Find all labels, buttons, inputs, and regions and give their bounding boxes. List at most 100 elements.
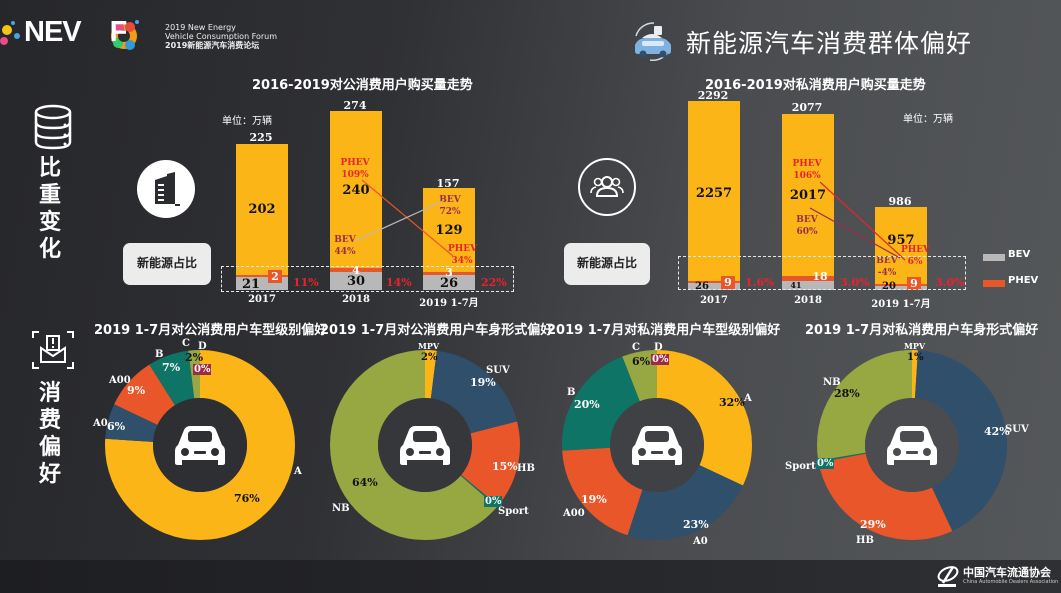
- bev-segment: [423, 275, 475, 290]
- donut-label: Sport: [785, 461, 816, 472]
- ice-value: 2017: [789, 188, 827, 203]
- car-icon: [887, 426, 937, 465]
- phev-value: 3: [445, 266, 453, 279]
- chart-title-private-class: 2019 1-7月对私消费用户车型级别偏好: [547, 323, 781, 338]
- donut-corporate-body: [330, 350, 520, 540]
- donut-pct: 2%: [421, 352, 438, 363]
- bev-segment: [782, 281, 834, 290]
- donut-label: MPV: [904, 341, 926, 351]
- logo-dots-icon: [0, 20, 139, 50]
- legend-swatch-bev: [983, 254, 1005, 261]
- bev-growth-annotation: BEV 44%: [334, 235, 356, 257]
- trend-lines: [809, 181, 906, 261]
- nev-share-button-private[interactable]: 新能源占比: [564, 243, 650, 285]
- bev-value: 21: [241, 277, 261, 292]
- x-label: 2018: [794, 295, 822, 306]
- donut-label: A00: [563, 508, 585, 519]
- donut-label: A0: [693, 536, 708, 547]
- phev-growth-annotation: PHEV 106%: [792, 159, 822, 181]
- legend-label-bev: BEV: [1008, 249, 1031, 260]
- phev-segment: [782, 276, 834, 281]
- bev-value: 20: [882, 281, 896, 292]
- donut-pct: 19%: [470, 376, 496, 389]
- chart-title-corporate-class: 2019 1-7月对公消费用户车型级别偏好: [94, 323, 328, 338]
- chart-title-private-trend: 2016-2019对私消费用户购买量走势: [705, 78, 926, 93]
- bev-growth-annotation: BEV 60%: [796, 215, 818, 237]
- ice-value: 2257: [695, 186, 733, 201]
- nev-share-button-corporate[interactable]: 新能源占比: [123, 243, 211, 285]
- bev-value: 26: [695, 281, 709, 292]
- building-icon: [137, 160, 195, 218]
- nev-share-pct: 11%: [293, 276, 319, 289]
- bev-segment: [688, 283, 740, 290]
- x-label: 2019 1-7月: [871, 299, 931, 310]
- nevcf-logo: NEV F 2019 New Energy Vehicle Consumption…: [0, 14, 290, 54]
- bev-growth-annotation: BEV 72%: [439, 195, 461, 217]
- donut-label: Sport: [498, 506, 529, 517]
- donut-pct: 76%: [234, 492, 260, 505]
- legend-label-phev: PHEV: [1008, 275, 1039, 286]
- donut-pct: 32%: [719, 396, 745, 409]
- phev-growth-annotation: PHEV 109%: [340, 158, 370, 180]
- phev-value: 2: [268, 270, 282, 283]
- cada-emblem-icon: [937, 566, 959, 587]
- donut-label: NB: [823, 377, 841, 388]
- bar-total-label: 225: [249, 131, 273, 144]
- donut-label: MPV: [418, 341, 440, 351]
- donut-pct: 28%: [834, 387, 860, 400]
- ice-value: 129: [435, 223, 463, 238]
- phev-segment: [875, 284, 927, 286]
- bar-2017: [688, 101, 740, 281]
- section-label-consumption-pref: 消费偏好: [38, 381, 61, 487]
- ice-value: 240: [342, 183, 370, 198]
- bar-2018: [782, 114, 834, 276]
- car-icon: [175, 426, 225, 465]
- donut-label: HB: [517, 463, 535, 474]
- phev-value: 9: [907, 277, 921, 290]
- phev-value: 9: [721, 276, 735, 289]
- donut-pct: 42%: [984, 425, 1010, 438]
- chart-title-corporate-trend: 2016-2019对公消费用户购买量走势: [252, 78, 473, 93]
- donut-label: A: [744, 393, 752, 404]
- unit-label: 单位：万辆: [222, 116, 272, 127]
- donut-pct: 0%: [651, 354, 670, 365]
- footer-band: [0, 560, 1061, 593]
- bar-total-label: 986: [888, 195, 912, 208]
- phev-segment: [330, 268, 382, 272]
- bar-2019: [875, 207, 927, 284]
- donut-pct: 7%: [162, 361, 181, 374]
- trend-lines: [354, 179, 454, 257]
- donut-label: C: [182, 338, 190, 349]
- bar-2017: [236, 144, 288, 275]
- donut-label: SUV: [1005, 424, 1029, 435]
- bev-value: 26: [439, 276, 459, 291]
- donut-private-body: [817, 350, 1007, 540]
- bar-total-label: 2292: [697, 89, 729, 102]
- donut-label: C: [632, 342, 640, 353]
- org-name-en: China Automobile Dealers Association: [963, 579, 1059, 585]
- x-label: 2019 1-7月: [419, 298, 479, 309]
- bev-value: 30: [346, 274, 366, 289]
- donut-pct: 9%: [127, 384, 146, 397]
- database-icon: [33, 104, 73, 156]
- phev-value: 4: [352, 264, 360, 277]
- phev-segment: [423, 272, 475, 275]
- users-icon: [578, 158, 636, 216]
- donut-pct: 0%: [816, 458, 835, 469]
- donut-pct: 29%: [860, 518, 886, 531]
- nev-share-pct: 3.0%: [935, 276, 965, 289]
- legend-swatch-phev: [983, 280, 1005, 287]
- donut-label: A: [294, 466, 302, 477]
- bar-total-label: 274: [343, 99, 367, 112]
- ice-value: 957: [887, 233, 915, 248]
- bar-2019: [423, 188, 475, 272]
- bev-value: 41: [790, 280, 802, 290]
- ev-car-icon: [630, 18, 676, 64]
- donut-pct: 0%: [484, 496, 503, 507]
- donut-pct: 6%: [632, 355, 651, 368]
- x-label: 2017: [248, 294, 276, 305]
- donut-label: NB: [332, 503, 350, 514]
- donut-pct: 0%: [193, 364, 212, 375]
- bev-growth-annotation: BEV -4%: [876, 256, 898, 278]
- donut-label: SUV: [486, 365, 510, 376]
